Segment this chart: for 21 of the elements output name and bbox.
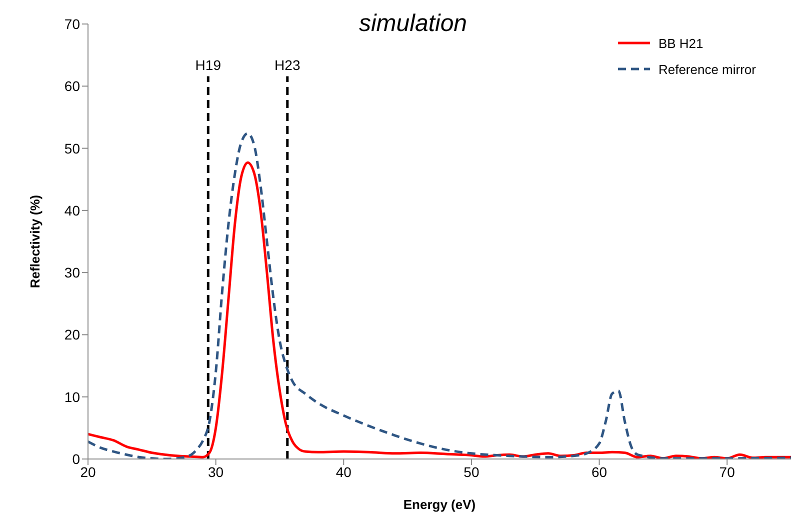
x-tick-label: 30 bbox=[208, 464, 224, 480]
ref-line-label: H23 bbox=[274, 57, 300, 74]
y-axis-title: Reflectivity (%) bbox=[28, 194, 43, 288]
x-axis-title: Energy (eV) bbox=[403, 497, 476, 512]
x-tick-label: 50 bbox=[464, 464, 480, 480]
y-tick-label: 0 bbox=[72, 450, 80, 467]
chart-title: simulation bbox=[358, 10, 468, 38]
legend-label: BB H21 bbox=[658, 36, 704, 50]
legend-label: Reference mirror bbox=[658, 62, 756, 76]
y-tick-label: 60 bbox=[64, 78, 80, 94]
x-tick-label: 70 bbox=[719, 464, 736, 480]
x-tick-label: 20 bbox=[80, 464, 96, 480]
y-tick-label: 30 bbox=[64, 264, 80, 281]
x-tick-label: 40 bbox=[336, 464, 352, 480]
y-tick-label: 40 bbox=[64, 202, 80, 218]
y-tick-label: 70 bbox=[64, 16, 80, 32]
y-tick-label: 20 bbox=[64, 326, 80, 343]
y-tick-label: 50 bbox=[64, 140, 80, 156]
ref-line-label: H19 bbox=[195, 57, 222, 74]
x-tick-label: 60 bbox=[591, 464, 608, 480]
y-tick-label: 10 bbox=[64, 388, 80, 405]
